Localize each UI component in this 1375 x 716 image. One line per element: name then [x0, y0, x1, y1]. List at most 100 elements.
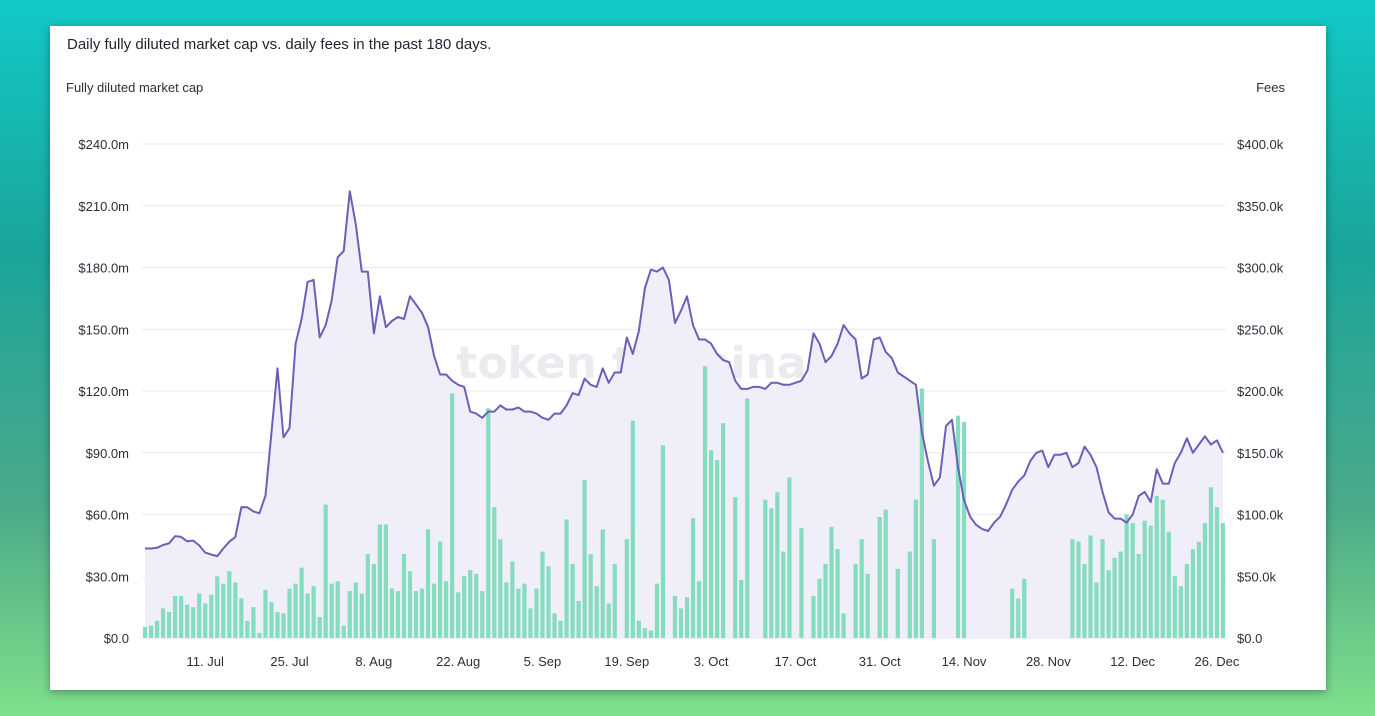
- fees-bar: [1070, 539, 1075, 638]
- fees-bar: [251, 607, 256, 638]
- right-tick-label: $250.0k: [1237, 322, 1284, 337]
- chart-card: Daily fully diluted market cap vs. daily…: [50, 26, 1326, 690]
- fees-bar: [365, 554, 370, 638]
- fees-bar: [739, 579, 744, 638]
- fees-bar: [1010, 588, 1015, 638]
- fees-bar: [895, 568, 900, 638]
- fees-bar: [558, 620, 563, 638]
- fees-bar: [1094, 582, 1099, 638]
- fees-bar: [179, 596, 184, 638]
- fees-bar: [654, 583, 660, 638]
- fees-bar: [173, 596, 178, 638]
- fees-bar: [203, 603, 208, 638]
- left-axis-title: Fully diluted market cap: [66, 80, 204, 95]
- fees-bar: [913, 499, 918, 638]
- chart-plot[interactable]: token terminal_ $0.0$30.0m$60.0m$90.0m$1…: [50, 26, 1326, 690]
- fees-bar: [383, 524, 389, 638]
- fees-bar: [359, 593, 364, 638]
- fees-bar: [1106, 570, 1111, 638]
- right-axis-title: Fees: [1256, 80, 1285, 95]
- fees-bar: [275, 612, 280, 638]
- fees-bar: [1124, 514, 1129, 638]
- fees-bar: [1076, 541, 1081, 638]
- fees-bar: [281, 613, 286, 638]
- right-tick-label: $150.0k: [1237, 446, 1284, 461]
- fees-bar: [811, 596, 816, 638]
- fees-bar: [323, 504, 328, 638]
- fees-bar: [329, 583, 334, 638]
- fees-bar: [185, 604, 190, 638]
- fees-bar: [823, 563, 828, 638]
- fees-bar: [721, 423, 726, 638]
- fees-bar: [733, 497, 738, 638]
- fees-bar: [630, 420, 635, 638]
- left-tick-label: $210.0m: [78, 199, 129, 214]
- fees-bar: [425, 529, 431, 638]
- fees-bar: [1130, 523, 1135, 638]
- fees-bar: [546, 566, 551, 638]
- fees-bar: [1142, 520, 1147, 638]
- fees-bar: [715, 460, 720, 638]
- fees-bar: [160, 608, 166, 638]
- fees-bar: [702, 366, 708, 638]
- fees-bar: [576, 600, 581, 638]
- fees-bar: [829, 526, 834, 638]
- fees-bar: [444, 581, 449, 638]
- fees-bar: [522, 583, 527, 638]
- fees-bar: [431, 583, 437, 638]
- fees-bar: [907, 551, 912, 638]
- fees-bar: [154, 620, 160, 638]
- fees-bar: [191, 607, 196, 638]
- fees-bar: [799, 528, 804, 638]
- fees-bar: [480, 591, 485, 638]
- fees-bar: [606, 603, 611, 638]
- fees-bar: [865, 573, 870, 638]
- fees-bar: [853, 563, 858, 638]
- fees-bar: [142, 626, 148, 638]
- fees-bar: [353, 582, 358, 638]
- fees-bar: [1160, 499, 1165, 638]
- fees-bar: [456, 592, 461, 638]
- right-tick-label: $200.0k: [1237, 384, 1284, 399]
- fees-bar: [859, 539, 864, 638]
- fees-bar: [239, 598, 244, 638]
- x-tick-label: 25. Jul: [270, 654, 308, 669]
- fees-bar: [209, 594, 214, 638]
- fees-bar: [588, 554, 593, 638]
- x-tick-label: 31. Oct: [859, 654, 901, 669]
- right-tick-label: $100.0k: [1237, 508, 1284, 523]
- fees-bar: [413, 591, 419, 638]
- x-tick-label: 19. Sep: [604, 654, 649, 669]
- fees-bar: [660, 445, 666, 638]
- fees-bar: [1148, 525, 1153, 638]
- left-tick-label: $180.0m: [78, 261, 129, 276]
- fees-bar: [437, 541, 443, 638]
- fees-bar: [486, 408, 491, 638]
- fees-bar: [624, 539, 629, 638]
- fees-bar: [696, 581, 702, 638]
- x-tick-label: 26. Dec: [1195, 654, 1240, 669]
- fees-bar: [377, 524, 382, 638]
- fees-bar: [341, 625, 346, 638]
- fees-bar: [1196, 541, 1202, 638]
- fees-bar: [1166, 531, 1171, 638]
- fees-bar: [931, 539, 937, 638]
- fees-bar: [221, 583, 226, 638]
- fees-bar: [389, 588, 395, 638]
- right-tick-label: $0.0: [1237, 631, 1262, 646]
- fees-bar: [299, 567, 304, 638]
- fees-bar: [552, 613, 557, 638]
- fees-bar: [528, 608, 533, 638]
- fees-bar: [769, 508, 774, 638]
- fees-bar: [636, 620, 641, 638]
- fees-bar: [1178, 586, 1183, 638]
- fees-bar: [1202, 523, 1208, 638]
- right-axis-ticks: $0.0 $50.0k $100.0k $150.0k $200.0k $250.0k $3…: [1237, 137, 1284, 646]
- left-tick-label: $90.0m: [86, 446, 129, 461]
- fees-bar: [600, 529, 605, 638]
- x-tick-label: 8. Aug: [355, 654, 392, 669]
- fees-bar: [763, 499, 768, 638]
- x-tick-label: 5. Sep: [524, 654, 562, 669]
- fees-bar: [1220, 523, 1226, 638]
- fees-bar: [961, 421, 967, 638]
